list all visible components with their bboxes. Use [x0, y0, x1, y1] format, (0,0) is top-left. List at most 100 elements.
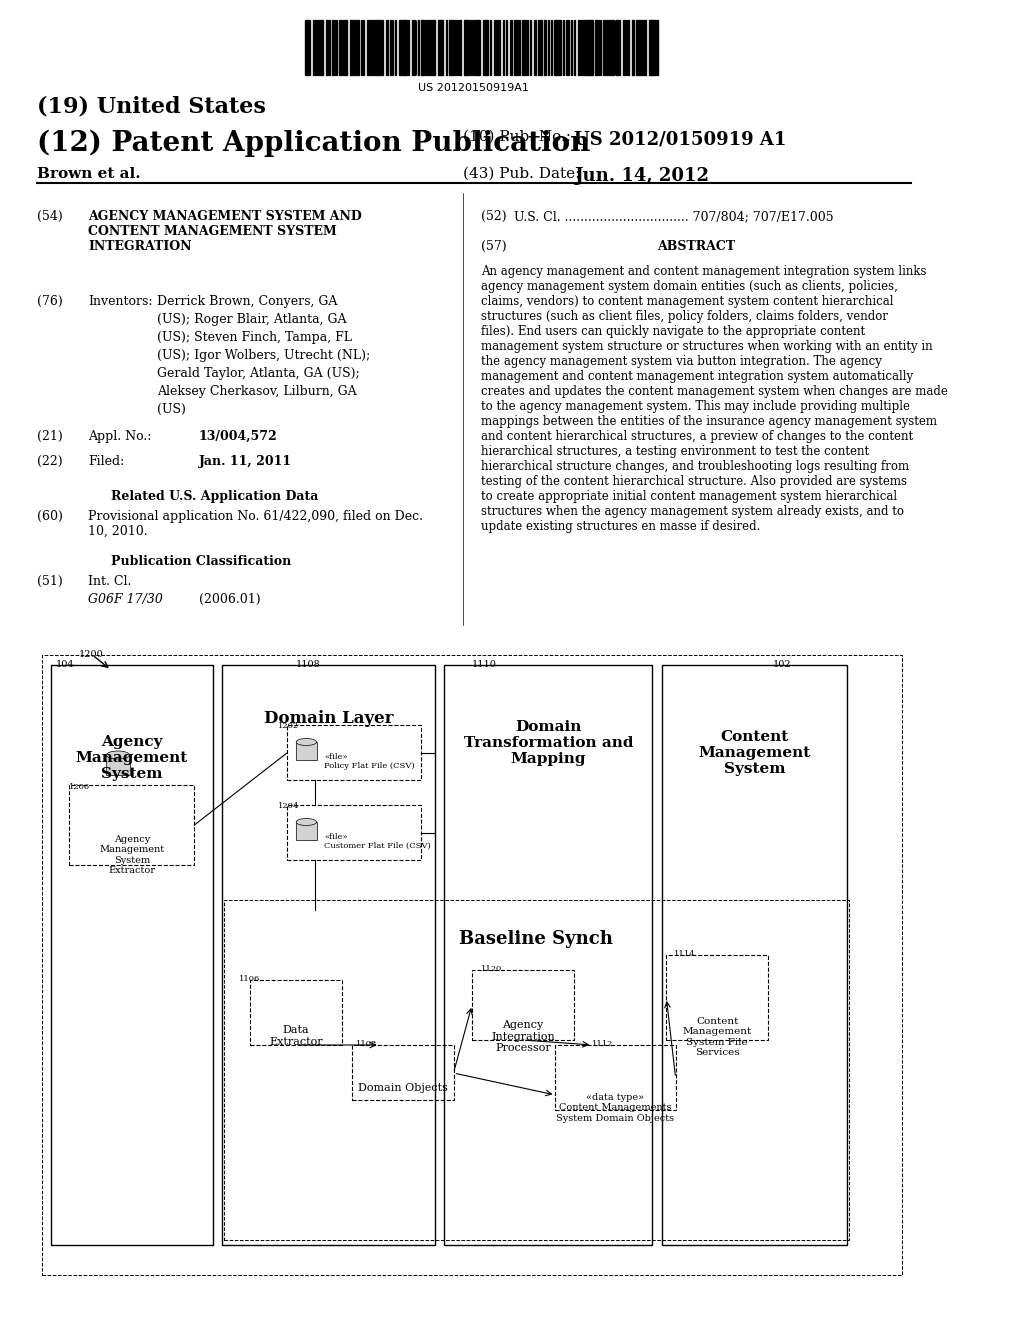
Text: AGENCY MANAGEMENT SYSTEM AND
CONTENT MANAGEMENT SYSTEM
INTEGRATION: AGENCY MANAGEMENT SYSTEM AND CONTENT MAN…: [88, 210, 361, 253]
Text: G06F 17/30: G06F 17/30: [88, 593, 163, 606]
Bar: [342, 20, 343, 75]
Text: (60): (60): [37, 510, 62, 523]
Bar: [399, 20, 400, 75]
Text: Content
Management
System File
Services: Content Management System File Services: [683, 1016, 752, 1057]
Bar: [316, 20, 319, 75]
Bar: [558, 20, 561, 75]
Text: Jun. 14, 2012: Jun. 14, 2012: [573, 168, 709, 185]
Text: Domain
Transformation and
Mapping: Domain Transformation and Mapping: [464, 719, 633, 767]
Text: (19) United States: (19) United States: [37, 95, 266, 117]
Text: U.S. Cl. ................................ 707/804; 707/E17.005: U.S. Cl. ...............................…: [514, 210, 834, 223]
Text: (43) Pub. Date:: (43) Pub. Date:: [463, 168, 581, 181]
Bar: [344, 20, 347, 75]
Text: Publication Classification: Publication Classification: [111, 554, 291, 568]
Text: 1110: 1110: [472, 660, 497, 669]
Text: Derrick Brown, Conyers, GA: Derrick Brown, Conyers, GA: [158, 294, 338, 308]
Bar: [544, 20, 546, 75]
Bar: [626, 20, 628, 75]
Bar: [616, 20, 618, 75]
Bar: [421, 20, 424, 75]
Bar: [605, 20, 607, 75]
Bar: [602, 20, 604, 75]
Text: An agency management and content management integration system links
agency mana: An agency management and content managem…: [481, 265, 948, 533]
Text: 1202: 1202: [278, 722, 299, 730]
Bar: [584, 20, 586, 75]
Bar: [541, 20, 543, 75]
Text: (12) Patent Application Publication: (12) Patent Application Publication: [37, 129, 591, 157]
Text: (52): (52): [481, 210, 507, 223]
Bar: [638, 20, 640, 75]
Bar: [510, 20, 512, 75]
Bar: [296, 822, 316, 840]
Bar: [432, 20, 435, 75]
Bar: [367, 20, 369, 75]
Bar: [458, 20, 461, 75]
Text: Appl. No.:: Appl. No.:: [88, 430, 152, 444]
Text: Aleksey Cherkasov, Lilburn, GA: Aleksey Cherkasov, Lilburn, GA: [158, 385, 357, 399]
Text: «file»
Customer Flat File (CSV): «file» Customer Flat File (CSV): [324, 833, 431, 850]
Text: 1200: 1200: [79, 649, 103, 659]
Text: (54): (54): [37, 210, 62, 223]
Text: Agency
Management
System: Agency Management System: [76, 735, 188, 781]
Text: (51): (51): [37, 576, 62, 587]
Text: 1206: 1206: [70, 783, 90, 791]
Text: Inventors:: Inventors:: [88, 294, 153, 308]
Bar: [489, 20, 492, 75]
Bar: [321, 20, 323, 75]
Bar: [587, 20, 590, 75]
Text: Related U.S. Application Data: Related U.S. Application Data: [111, 490, 318, 503]
Bar: [656, 20, 658, 75]
Text: 1120: 1120: [481, 965, 503, 973]
Bar: [514, 20, 515, 75]
Text: 1108: 1108: [296, 660, 321, 669]
Bar: [449, 20, 452, 75]
Bar: [595, 20, 597, 75]
Text: Gerald Taylor, Atlanta, GA (US);: Gerald Taylor, Atlanta, GA (US);: [158, 367, 360, 380]
Text: 13/004,572: 13/004,572: [199, 430, 278, 444]
Text: Agency
Management
System
Extractor: Agency Management System Extractor: [99, 836, 165, 875]
Text: Jan. 11, 2011: Jan. 11, 2011: [199, 455, 292, 469]
Text: (57): (57): [481, 240, 507, 253]
Text: (US); Igor Wolbers, Utrecht (NL);: (US); Igor Wolbers, Utrecht (NL);: [158, 348, 371, 362]
Text: 102: 102: [773, 660, 792, 669]
Text: ABSTRACT: ABSTRACT: [657, 240, 735, 253]
Bar: [632, 20, 634, 75]
Ellipse shape: [296, 818, 316, 825]
Bar: [106, 755, 130, 775]
Text: (US); Roger Blair, Atlanta, GA: (US); Roger Blair, Atlanta, GA: [158, 313, 347, 326]
Text: Int. Cl.: Int. Cl.: [88, 576, 131, 587]
Text: 1108: 1108: [356, 1040, 378, 1048]
Bar: [296, 742, 316, 760]
Bar: [554, 20, 557, 75]
Text: Filed:: Filed:: [88, 455, 124, 469]
Bar: [578, 20, 581, 75]
Text: US 2012/0150919 A1: US 2012/0150919 A1: [573, 129, 786, 148]
Text: «file»
Policy Flat File (CSV): «file» Policy Flat File (CSV): [324, 752, 415, 770]
Text: Domain Objects: Domain Objects: [357, 1082, 447, 1093]
Bar: [456, 20, 457, 75]
Text: (US); Steven Finch, Tampa, FL: (US); Steven Finch, Tampa, FL: [158, 331, 352, 345]
Bar: [582, 20, 583, 75]
Text: Data
Extractor: Data Extractor: [269, 1026, 323, 1047]
Text: Agency
Integration
Processor: Agency Integration Processor: [492, 1020, 555, 1053]
Bar: [326, 20, 328, 75]
Text: (76): (76): [37, 294, 62, 308]
Bar: [441, 20, 443, 75]
Bar: [375, 20, 377, 75]
Bar: [357, 20, 359, 75]
Text: Domain Layer: Domain Layer: [264, 710, 393, 727]
Bar: [644, 20, 646, 75]
Bar: [350, 20, 352, 75]
Text: 1114: 1114: [674, 950, 695, 958]
Bar: [386, 20, 388, 75]
Ellipse shape: [296, 738, 316, 746]
Bar: [535, 20, 536, 75]
Text: (21): (21): [37, 430, 62, 444]
Bar: [354, 20, 356, 75]
Text: 1112: 1112: [592, 1040, 613, 1048]
Bar: [652, 20, 655, 75]
Bar: [478, 20, 480, 75]
Text: (10) Pub. No.:: (10) Pub. No.:: [463, 129, 570, 144]
Text: 104: 104: [55, 660, 74, 669]
Bar: [485, 20, 487, 75]
